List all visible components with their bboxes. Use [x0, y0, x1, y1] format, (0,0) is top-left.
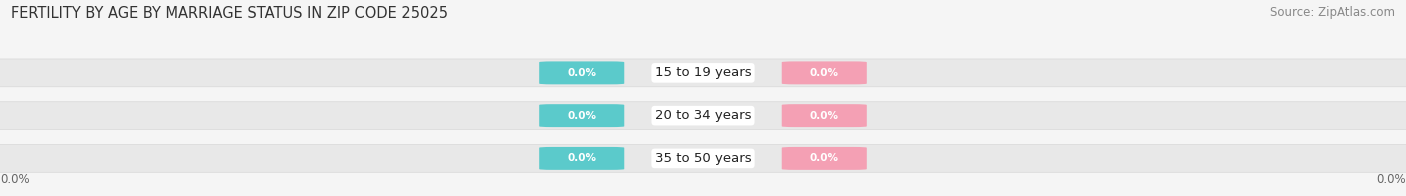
Text: 0.0%: 0.0%	[810, 111, 839, 121]
Text: 0.0%: 0.0%	[810, 153, 839, 163]
Text: 0.0%: 0.0%	[567, 153, 596, 163]
Text: 35 to 50 years: 35 to 50 years	[655, 152, 751, 165]
Text: 0.0%: 0.0%	[810, 68, 839, 78]
FancyBboxPatch shape	[782, 147, 866, 170]
Text: 0.0%: 0.0%	[1376, 173, 1406, 186]
Text: 0.0%: 0.0%	[567, 68, 596, 78]
FancyBboxPatch shape	[782, 61, 866, 84]
Text: 0.0%: 0.0%	[0, 173, 30, 186]
FancyBboxPatch shape	[540, 104, 624, 127]
FancyBboxPatch shape	[0, 102, 1406, 130]
FancyBboxPatch shape	[0, 59, 1406, 87]
FancyBboxPatch shape	[540, 61, 624, 84]
FancyBboxPatch shape	[0, 144, 1406, 172]
FancyBboxPatch shape	[540, 147, 624, 170]
Text: 15 to 19 years: 15 to 19 years	[655, 66, 751, 79]
Text: FERTILITY BY AGE BY MARRIAGE STATUS IN ZIP CODE 25025: FERTILITY BY AGE BY MARRIAGE STATUS IN Z…	[11, 6, 449, 21]
Text: Source: ZipAtlas.com: Source: ZipAtlas.com	[1270, 6, 1395, 19]
Text: 0.0%: 0.0%	[567, 111, 596, 121]
Text: 20 to 34 years: 20 to 34 years	[655, 109, 751, 122]
FancyBboxPatch shape	[782, 104, 866, 127]
